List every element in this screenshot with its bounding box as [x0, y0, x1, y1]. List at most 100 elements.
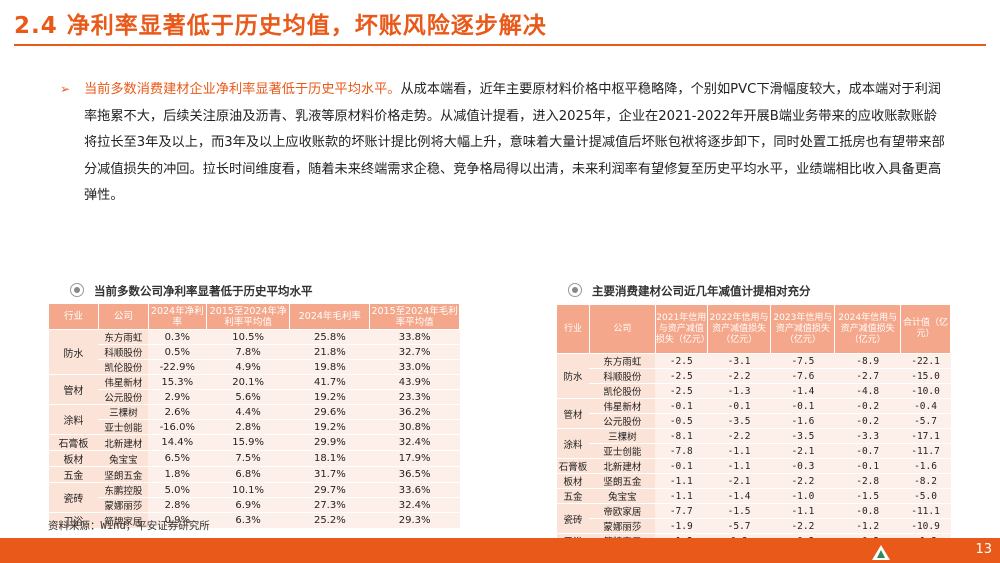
page-number: 13	[975, 542, 992, 557]
column-header: 2024年信用与资产减值损失（亿元）	[834, 304, 902, 354]
industry-cell: 五金	[556, 488, 590, 504]
value-cell: -7.5	[770, 353, 835, 369]
table-row: 管材 伟星新材 15.3% 20.1% 41.7% 43.9%	[48, 374, 460, 405]
value-cell: 10.5%	[206, 329, 290, 345]
value-cell: -1.1	[707, 458, 771, 474]
industry-cell: 涂料	[556, 428, 590, 459]
table2-caption: 主要消费建材公司近几年减值计提相对充分	[568, 283, 811, 299]
value-cell: 18.1%	[289, 450, 370, 467]
value-cell: 15.9%	[206, 434, 290, 451]
value-cell: 5.0%	[148, 482, 207, 498]
table-row: 蒙娜丽莎 -1.9 -5.7 -2.2 -1.2 -10.9	[557, 518, 951, 534]
value-cell: 32.7%	[369, 344, 460, 360]
value-cell: -16.0%	[148, 419, 207, 435]
industry-cell: 瓷砖	[556, 503, 590, 534]
column-header: 2022年信用与资产减值损失（亿元）	[706, 304, 772, 354]
value-cell: -1.3	[707, 383, 771, 399]
value-cell: 4.4%	[206, 404, 290, 420]
value-cell: -8.9	[834, 353, 901, 369]
column-header: 行业	[48, 303, 99, 330]
value-cell: -2.5	[655, 383, 708, 399]
company-cell: 亚士创能	[98, 419, 149, 435]
value-cell: 0.9%	[148, 512, 207, 529]
column-header: 2023年信用与资产减值损失（亿元）	[770, 304, 836, 354]
company-cell: 东方雨虹	[589, 353, 656, 369]
company-cell: 凯伦股份	[589, 383, 656, 399]
value-cell: 0.3%	[148, 329, 207, 345]
value-cell: -0.1	[655, 458, 708, 474]
value-cell: -10.0	[900, 383, 951, 399]
column-header: 行业	[556, 304, 590, 354]
value-cell: -15.0	[900, 368, 951, 384]
value-cell: -1.9	[655, 518, 708, 534]
table1-caption: 当前多数公司净利率显著低于历史平均水平	[70, 283, 313, 299]
caption-circle-icon	[568, 283, 582, 297]
value-cell: 2.8%	[206, 419, 290, 435]
footer-bar	[0, 538, 1000, 563]
value-cell: -22.1	[900, 353, 951, 369]
value-cell: 20.1%	[206, 374, 290, 390]
title-divider	[14, 44, 986, 46]
industry-cell: 板材	[48, 450, 99, 467]
value-cell: -1.4	[770, 383, 835, 399]
value-cell: 23.3%	[369, 389, 460, 405]
industry-cell: 板材	[556, 473, 590, 489]
value-cell: -0.1	[707, 398, 771, 414]
value-cell: 1.8%	[148, 466, 207, 483]
value-cell: 27.3%	[289, 497, 370, 513]
value-cell: -11.1	[900, 503, 951, 519]
company-cell: 帝欧家居	[589, 503, 656, 519]
industry-cell: 五金	[48, 466, 99, 483]
value-cell: -2.8	[834, 473, 901, 489]
value-cell: -2.2	[707, 428, 771, 444]
value-cell: -1.5	[707, 503, 771, 519]
value-cell: 25.2%	[289, 512, 370, 529]
value-cell: -0.4	[900, 398, 951, 414]
value-cell: -1.1	[655, 488, 708, 504]
value-cell: -2.5	[655, 368, 708, 384]
value-cell: -1.6	[770, 413, 835, 429]
value-cell: 6.5%	[148, 450, 207, 467]
value-cell: -4.8	[834, 383, 901, 399]
company-cell: 蒙娜丽莎	[589, 518, 656, 534]
value-cell: -0.7	[834, 443, 901, 459]
value-cell: 31.7%	[289, 466, 370, 483]
value-cell: -8.2	[900, 473, 951, 489]
company-cell: 凯伦股份	[98, 359, 149, 375]
company-cell: 公元股份	[98, 389, 149, 405]
summary-paragraph: ➢ 当前多数消费建材企业净利率显著低于历史平均水平。从成本端看，近年主要原材料价格…	[60, 76, 950, 210]
value-cell: 7.8%	[206, 344, 290, 360]
company-cell: 伟星新材	[98, 374, 149, 390]
impairment-table: 行业 公司 2021年信用与资产减值损失（亿元） 2022年信用与资产减值损失（亿元）…	[556, 304, 951, 549]
company-cell: 坚朗五金	[98, 466, 149, 483]
table-row: 五金 兔宝宝 -1.1 -1.4 -1.0 -1.5 -5.0	[556, 488, 951, 504]
column-header: 公司	[97, 303, 149, 330]
table-row: 石膏板 北新建材 14.4% 15.9% 29.9% 32.4%	[48, 434, 460, 451]
table-row: 板材 兔宝宝 6.5% 7.5% 18.1% 17.9%	[48, 450, 460, 467]
column-header: 2015至2024年毛利率平均值	[369, 303, 460, 330]
value-cell: 15.3%	[148, 374, 207, 390]
value-cell: 30.8%	[369, 419, 460, 435]
page-title: 2.4 净利率显著低于历史均值，坏账风险逐步解决	[14, 13, 547, 39]
value-cell: -0.2	[834, 398, 901, 414]
table-row: 五金 坚朗五金 1.8% 6.8% 31.7% 36.5%	[48, 466, 460, 483]
value-cell: -1.1	[655, 473, 708, 489]
value-cell: 2.9%	[148, 389, 207, 405]
table-row: 凯伦股份 -2.5 -1.3 -1.4 -4.8 -10.0	[557, 383, 951, 399]
value-cell: 19.2%	[289, 389, 370, 405]
table-row: 防水 东方雨虹 -2.5 -3.1 -7.5 -8.9 -22.1	[556, 353, 951, 399]
company-cell: 东鹏控股	[98, 482, 149, 498]
industry-cell: 石膏板	[556, 458, 590, 474]
value-cell: -1.5	[834, 488, 901, 504]
value-cell: -1.1	[770, 503, 835, 519]
value-cell: 33.8%	[369, 329, 460, 345]
company-cell: 东方雨虹	[98, 329, 149, 345]
industry-cell: 瓷砖	[48, 482, 99, 513]
value-cell: 19.2%	[289, 419, 370, 435]
value-cell: 2.6%	[148, 404, 207, 420]
value-cell: -22.9%	[148, 359, 207, 375]
company-cell: 科顺股份	[98, 344, 149, 360]
company-cell: 蒙娜丽莎	[98, 497, 149, 513]
table-row: 公元股份 2.9% 5.6% 19.2% 23.3%	[49, 389, 460, 405]
value-cell: 5.6%	[206, 389, 290, 405]
